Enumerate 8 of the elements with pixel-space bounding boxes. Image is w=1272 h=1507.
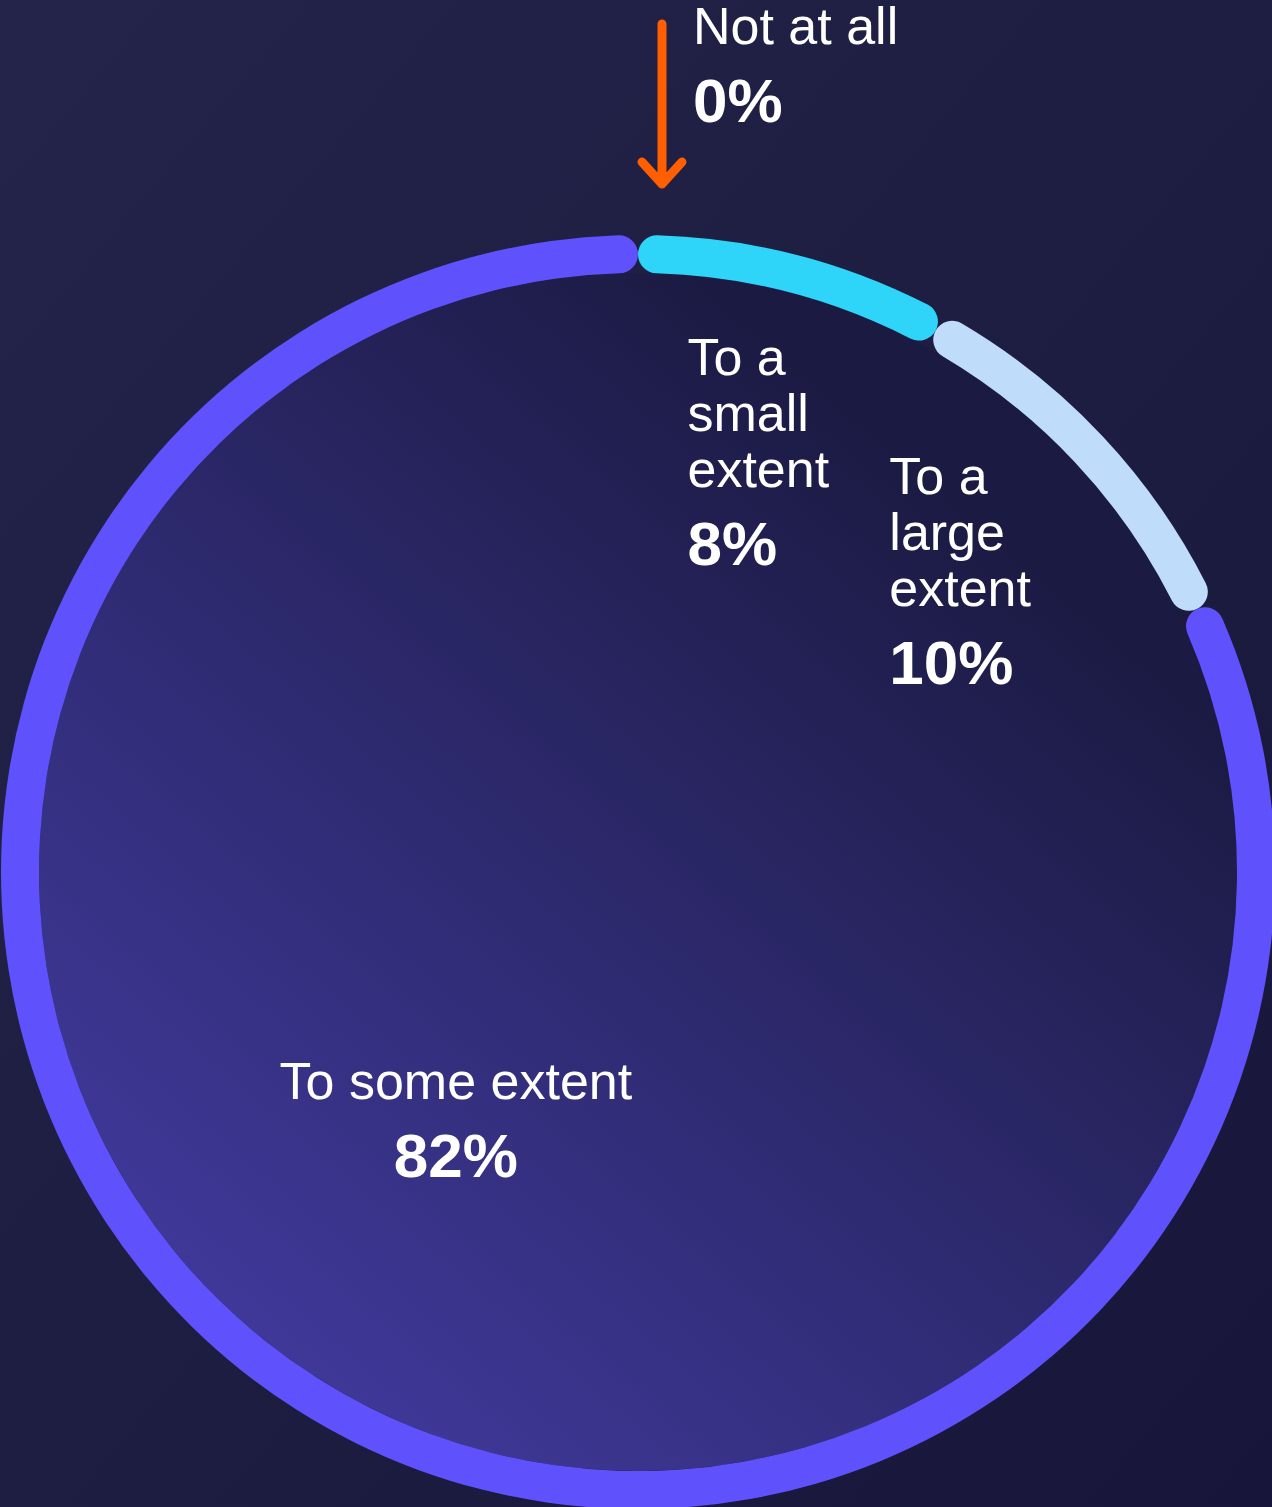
data-label: 8%: [687, 508, 778, 578]
data-label: 10%: [889, 628, 1014, 698]
slice-label: To a small extent: [687, 327, 830, 498]
slice-label: To some extent: [279, 1051, 633, 1110]
data-label: 82%: [393, 1120, 518, 1190]
category-label: Not at all: [693, 0, 899, 55]
slice-label: To a large extent: [889, 447, 1032, 618]
text: 0%: [693, 66, 783, 135]
